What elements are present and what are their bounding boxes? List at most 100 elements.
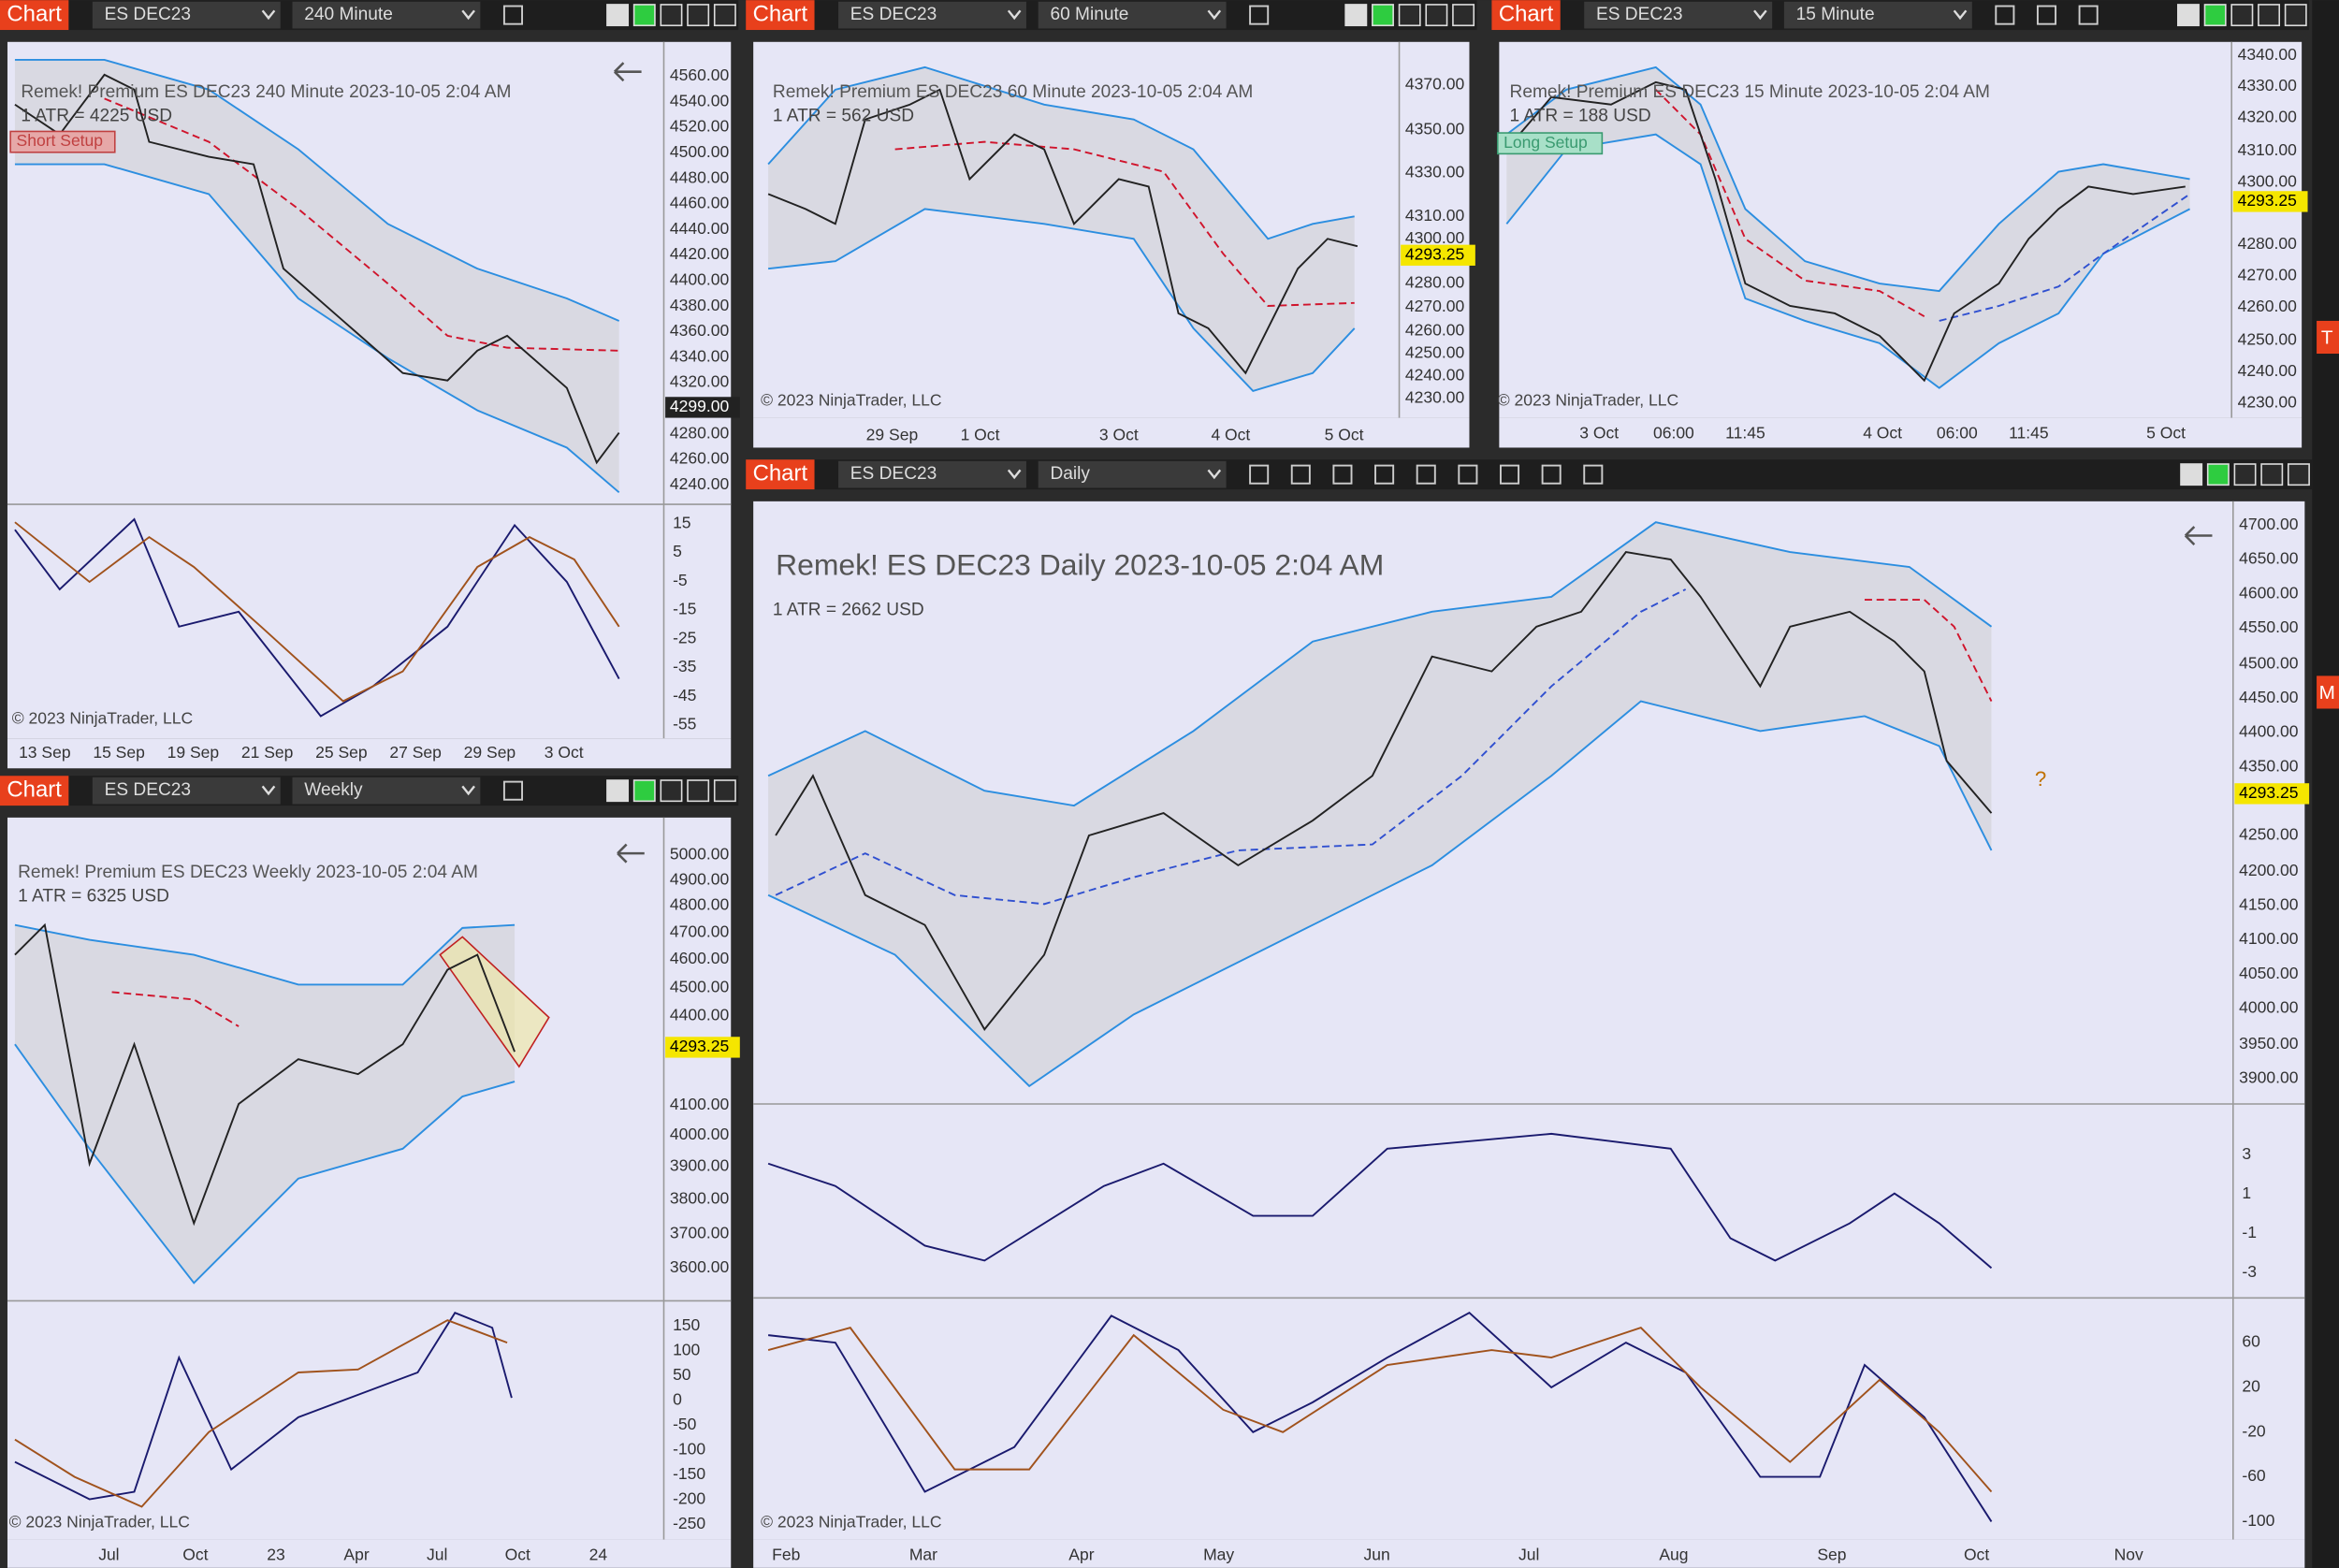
side-tab[interactable]: [2317, 320, 2339, 355]
interval-label: 240 Minute: [304, 5, 393, 24]
window-button[interactable]: [2206, 463, 2230, 486]
price-label: 4050.00: [2239, 964, 2299, 982]
toolbar-icon[interactable]: [2036, 5, 2057, 25]
toolbar-icon[interactable]: [1416, 464, 1436, 485]
window-button[interactable]: [1425, 4, 1448, 27]
window-button[interactable]: [660, 4, 683, 27]
band: [768, 522, 1992, 1086]
window-button[interactable]: [632, 4, 656, 27]
window-button[interactable]: [1344, 4, 1368, 27]
window-button[interactable]: [687, 4, 710, 27]
window-button[interactable]: [632, 779, 656, 803]
window-button[interactable]: [713, 779, 736, 803]
toolbar-icon[interactable]: [1249, 5, 1270, 25]
window-button[interactable]: [2233, 463, 2257, 486]
chart-tab[interactable]: [1491, 0, 1561, 31]
price-label: 4250.00: [2238, 329, 2298, 348]
price-label: 4000.00: [2239, 998, 2299, 1017]
setup-label: Long Setup: [1504, 133, 1588, 152]
price-drawings: [14, 58, 2191, 1522]
toolbar-icon[interactable]: [1458, 464, 1478, 485]
window-button[interactable]: [687, 779, 710, 803]
price-label: 4900.00: [670, 869, 730, 888]
window-button[interactable]: [606, 4, 630, 27]
interval-dropdown[interactable]: [1038, 460, 1227, 488]
price-label: 4340.00: [2238, 45, 2298, 64]
toolbar-icon[interactable]: [1995, 5, 2015, 25]
window-button[interactable]: [2260, 463, 2284, 486]
time-axis: [7, 738, 732, 769]
setup-box: [1496, 132, 1604, 155]
price-label: 4230.00: [2238, 392, 2298, 411]
price: [775, 551, 1993, 1031]
instrument-dropdown[interactable]: [92, 1, 281, 29]
window-button[interactable]: [660, 779, 683, 803]
chart-tab[interactable]: [0, 0, 69, 31]
window-button[interactable]: [2177, 4, 2200, 27]
navigate-arrow[interactable]: [613, 62, 642, 82]
chart-tab[interactable]: [746, 459, 815, 490]
window-button[interactable]: [2284, 4, 2307, 27]
toolbar-icon[interactable]: [2078, 5, 2099, 25]
window-button[interactable]: [2230, 4, 2254, 27]
trend-line: [1655, 89, 1925, 317]
window-button[interactable]: [713, 4, 736, 27]
interval-dropdown[interactable]: [292, 777, 481, 805]
window-button[interactable]: [2287, 463, 2310, 486]
chart-tab[interactable]: [746, 0, 815, 31]
window-button[interactable]: [1398, 4, 1421, 27]
toolbar-icon[interactable]: [1332, 464, 1353, 485]
window-button[interactable]: [2180, 463, 2203, 486]
time-axis: [1499, 417, 2303, 448]
toolbar-icon[interactable]: [502, 5, 523, 25]
window-button[interactable]: [2203, 4, 2227, 27]
toolbar-icon[interactable]: [1290, 464, 1311, 485]
time-label: 5 Oct: [2146, 424, 2186, 443]
instrument-label: ES DEC23: [105, 5, 191, 24]
band: [14, 924, 516, 1284]
price-label: 3900.00: [2239, 1068, 2299, 1087]
toolbar-icon[interactable]: [502, 780, 523, 801]
price-label: 4330.00: [2238, 76, 2298, 94]
interval-label: 15 Minute: [1796, 5, 1875, 24]
oscillator-label: -25: [673, 628, 696, 646]
oscillator-label: -250: [673, 1514, 705, 1532]
time-label: Oct: [1964, 1546, 1989, 1564]
toolbar-icon[interactable]: [1499, 464, 1520, 485]
side-tab[interactable]: [2317, 675, 2339, 709]
toolbar-icon[interactable]: [1249, 464, 1270, 485]
toolbar-icon[interactable]: [1583, 464, 1604, 485]
upper-band: [1505, 65, 2190, 293]
price-label: 4560.00: [670, 65, 730, 84]
price-label: 4420.00: [670, 244, 730, 263]
chart-tab[interactable]: [0, 776, 69, 806]
oscillator-label: -5: [673, 571, 688, 589]
dropdown-caret: [1207, 469, 1222, 480]
interval-dropdown[interactable]: [292, 1, 481, 29]
instrument-dropdown[interactable]: [838, 1, 1026, 29]
navigate-arrow[interactable]: [2184, 526, 2213, 546]
time-label: Sep: [1817, 1546, 1846, 1564]
time-label: May: [1203, 1546, 1234, 1564]
copyright: © 2023 NinjaTrader, LLC: [761, 1513, 941, 1532]
price-label: 4150.00: [2239, 895, 2299, 914]
instrument-dropdown[interactable]: [838, 460, 1026, 488]
toolbar-icon[interactable]: [1374, 464, 1395, 485]
oscillator-label: -60: [2242, 1466, 2266, 1485]
price-label: 4700.00: [2239, 515, 2299, 533]
window-button[interactable]: [606, 779, 630, 803]
window-button[interactable]: [1372, 4, 1394, 27]
oscillator-label: -200: [673, 1489, 705, 1508]
window-button[interactable]: [1452, 4, 1475, 27]
upper-band: [767, 521, 1993, 807]
oscillator-label: 3: [2242, 1144, 2251, 1163]
window-button[interactable]: [2258, 4, 2281, 27]
interval-dropdown[interactable]: [1038, 1, 1227, 29]
navigate-arrow[interactable]: [617, 843, 645, 864]
upper-band: [14, 58, 620, 322]
instrument-dropdown[interactable]: [1584, 1, 1773, 29]
instrument-dropdown[interactable]: [92, 777, 281, 805]
interval-dropdown[interactable]: [1783, 1, 1972, 29]
toolbar-icon[interactable]: [1541, 464, 1562, 485]
price-label: 4350.00: [2239, 756, 2299, 775]
